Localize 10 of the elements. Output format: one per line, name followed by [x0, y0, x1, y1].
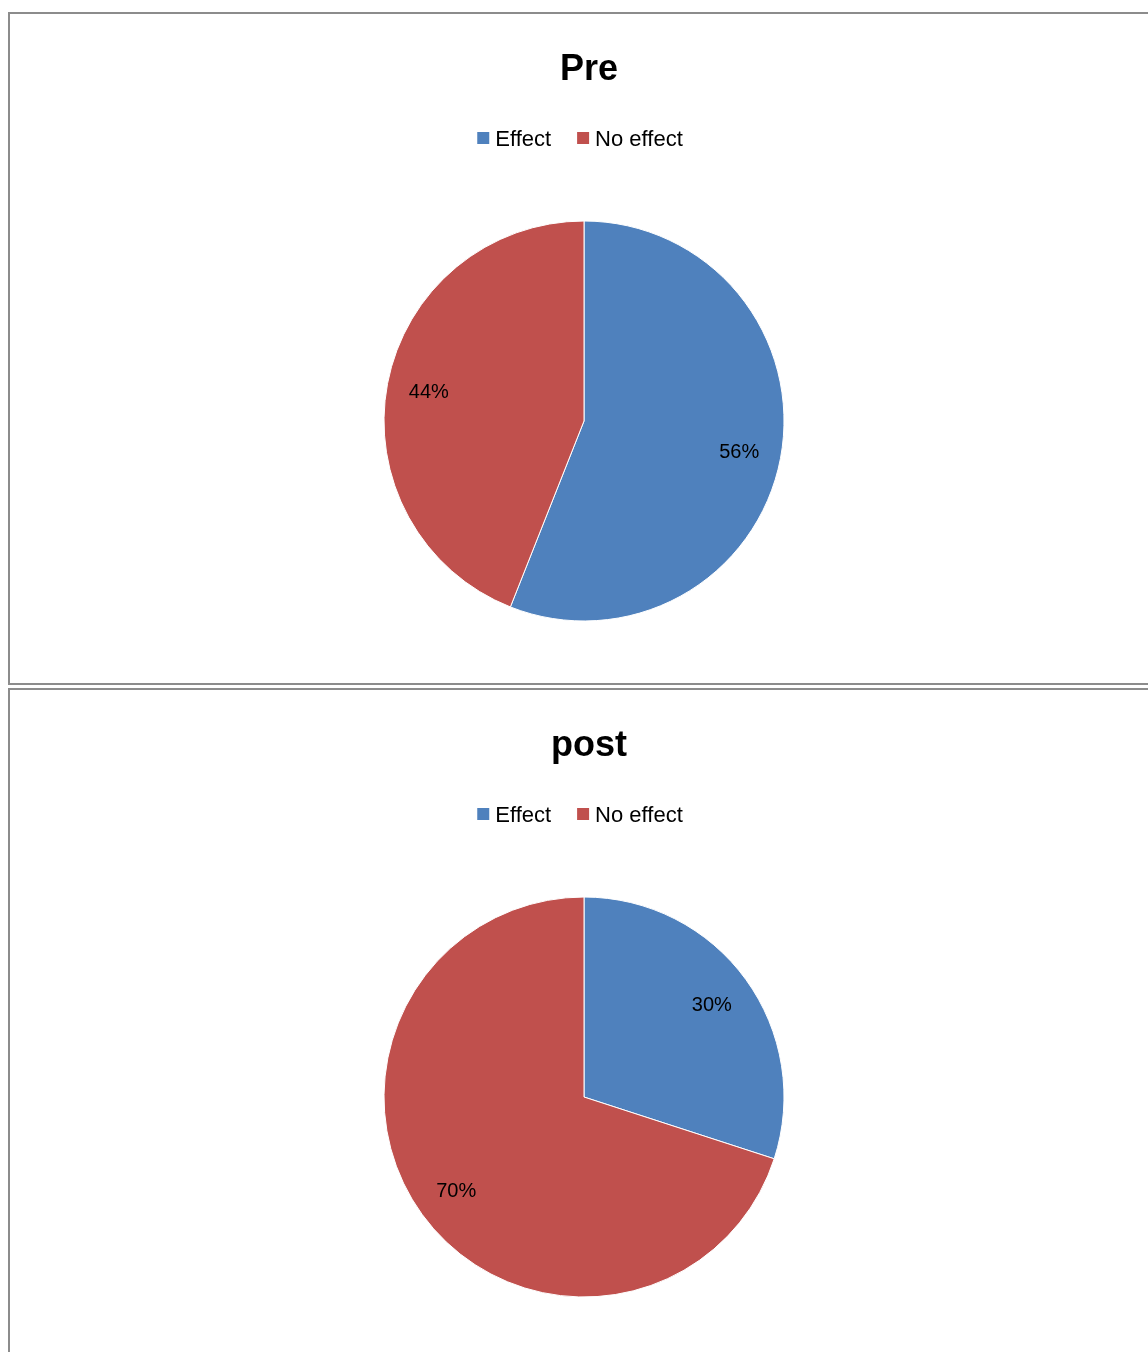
legend-label: No effect	[595, 801, 683, 827]
chart-title: post	[551, 722, 627, 764]
data-label: 44%	[408, 380, 450, 403]
legend-label: No effect	[595, 125, 683, 151]
chart-title: Pre	[559, 46, 619, 88]
data-label: 30%	[691, 993, 733, 1016]
data-label: 56%	[719, 439, 760, 462]
data-label: 70%	[436, 1178, 477, 1201]
legend-label: Effect	[495, 125, 552, 151]
legend-label: Effect	[495, 801, 552, 827]
